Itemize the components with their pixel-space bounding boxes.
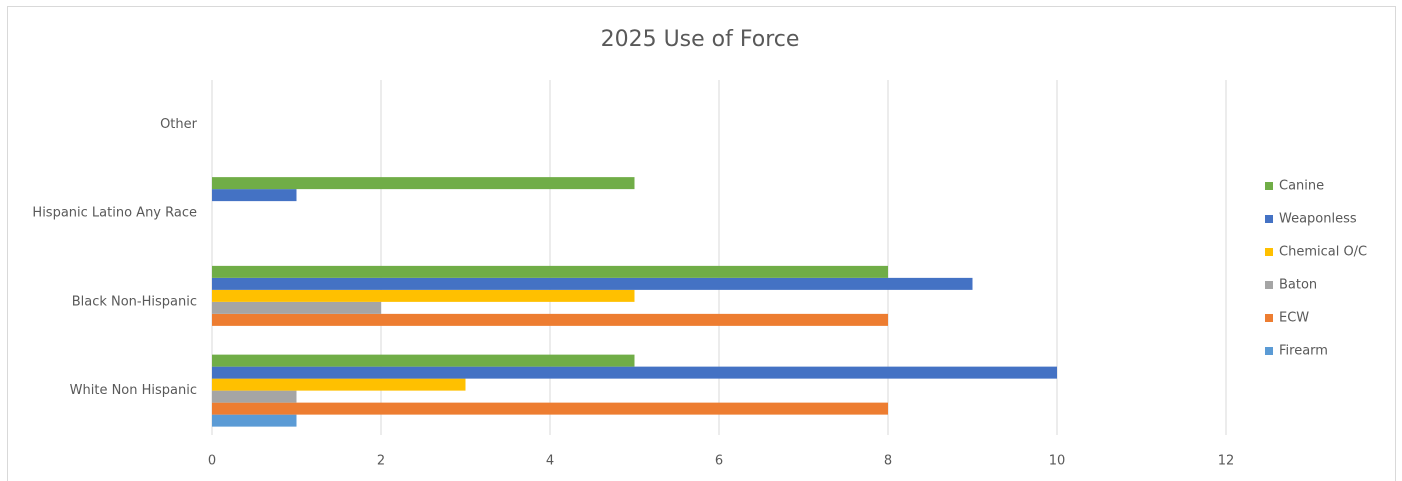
x-tick-label: 10: [1049, 454, 1066, 469]
x-tick-label: 6: [715, 454, 723, 469]
y-tick-label: Hispanic Latino Any Race: [32, 206, 197, 221]
x-tick-label: 2: [377, 454, 385, 469]
bar: [212, 301, 381, 314]
y-tick-label: Black Non-Hispanic: [72, 294, 197, 309]
x-tick-label: 8: [884, 454, 892, 469]
bar: [212, 366, 1057, 379]
bar: [212, 265, 888, 278]
bar: [212, 289, 635, 302]
x-tick-label: 12: [1218, 454, 1235, 469]
legend-swatch: [1265, 347, 1273, 355]
x-tick-label: 0: [208, 454, 216, 469]
y-tick-label: Other: [160, 117, 198, 132]
x-tick-label: 4: [546, 454, 554, 469]
legend-label: ECW: [1279, 311, 1309, 326]
bar: [212, 414, 297, 427]
bar: [212, 189, 297, 202]
chart-title: 2025 Use of Force: [601, 27, 800, 52]
bar: [212, 277, 973, 290]
legend-swatch: [1265, 314, 1273, 322]
bar: [212, 402, 888, 415]
legend-label: Chemical O/C: [1279, 245, 1367, 260]
bar: [212, 177, 635, 190]
legend-label: Weaponless: [1279, 212, 1357, 227]
bar: [212, 390, 297, 403]
legend-swatch: [1265, 248, 1273, 256]
legend-swatch: [1265, 182, 1273, 190]
y-tick-label: White Non Hispanic: [70, 383, 197, 398]
bar: [212, 378, 466, 391]
legend-label: Canine: [1279, 179, 1324, 194]
legend-swatch: [1265, 281, 1273, 289]
legend-label: Firearm: [1279, 344, 1328, 359]
legend-label: Baton: [1279, 278, 1317, 293]
bar: [212, 354, 635, 367]
bar: [212, 313, 888, 326]
legend-swatch: [1265, 215, 1273, 223]
